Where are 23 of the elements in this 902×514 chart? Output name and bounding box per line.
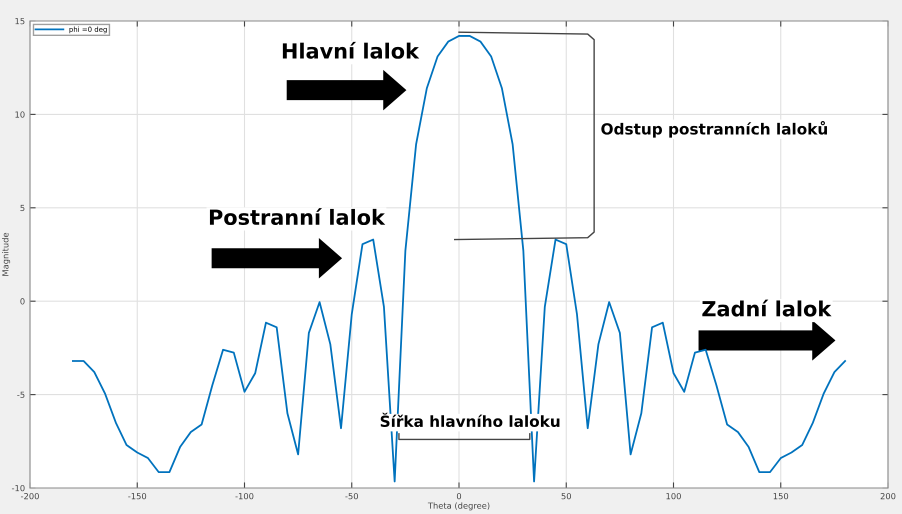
annotation: Hlavní lalok (282, 42, 420, 59)
line-series (72, 35, 846, 482)
y-tick-label: 15 (15, 18, 24, 24)
annotation: Šířka hlavního laloku (380, 412, 560, 428)
y-tick-label: 10 (15, 111, 25, 118)
y-tick-label: -10 (12, 484, 25, 492)
x-tick-label: -100 (235, 493, 254, 500)
x-tick-label: 50 (562, 493, 571, 500)
x-tick-label: -150 (128, 493, 146, 500)
annotation: Odstup postranních laloků (601, 121, 827, 138)
x-axis-title: Theta (degree) (428, 502, 490, 510)
y-tick-label: 5 (20, 204, 24, 212)
x-tick-label: 200 (880, 493, 896, 500)
x-tick-label: -50 (345, 493, 358, 500)
x-tick-label: 0 (456, 493, 462, 500)
y-tick-label: 0 (20, 298, 25, 304)
y-axis-title: Magnitude (2, 232, 10, 276)
annotation: Zadní lalok (702, 300, 832, 317)
annotation: Postranní lalok (210, 208, 386, 226)
y-tick-label: -5 (17, 392, 24, 398)
x-tick-label: 150 (774, 493, 788, 500)
x-tick-label: -200 (20, 493, 39, 500)
x-tick-label: 100 (666, 493, 681, 500)
